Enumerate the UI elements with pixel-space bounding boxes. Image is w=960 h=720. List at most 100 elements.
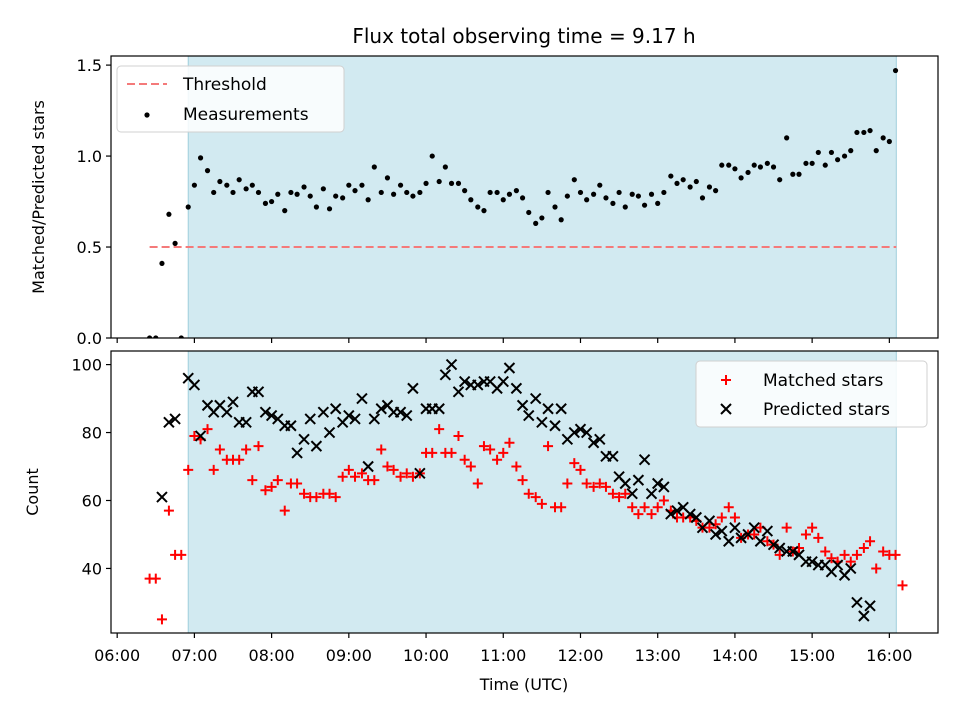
matched-star-point xyxy=(208,464,219,475)
predicted-star-point xyxy=(163,416,175,429)
matched-star-point xyxy=(266,481,277,492)
measurement-point xyxy=(848,148,854,154)
predicted-star-point xyxy=(452,386,465,398)
predicted-star-point xyxy=(773,542,786,554)
predicted-star-point xyxy=(542,403,554,415)
matched-star-point xyxy=(749,529,760,540)
predicted-star-point xyxy=(156,491,168,503)
bottom-y-tick-label: 40 xyxy=(82,559,102,578)
top-marks xyxy=(0,67,899,338)
measurement-point xyxy=(699,195,706,201)
x-tick-label: 10:00 xyxy=(403,646,449,665)
predicted-star-point xyxy=(169,413,181,425)
measurement-point xyxy=(577,189,584,196)
matched-star-point xyxy=(343,464,354,475)
measurement-point xyxy=(224,182,230,188)
measurement-point xyxy=(648,191,655,197)
measurement-point xyxy=(147,335,153,338)
measurement-point xyxy=(526,209,532,216)
measurement-point xyxy=(378,189,384,196)
measurement-point xyxy=(448,180,455,186)
measurement-point xyxy=(423,180,429,186)
measurement-point xyxy=(282,208,288,214)
measurement-point xyxy=(384,175,391,181)
predicted-star-point xyxy=(472,379,484,391)
predicted-star-point xyxy=(439,369,452,381)
measurement-point xyxy=(539,215,545,221)
matched-star-point xyxy=(446,447,457,458)
predicted-star-point xyxy=(227,396,239,408)
measurement-point xyxy=(0,90,3,95)
measurement-point xyxy=(178,335,184,338)
predicted-star-point xyxy=(658,481,670,493)
measurement-point xyxy=(313,204,319,210)
bottom-y-tick-label: 100 xyxy=(71,356,102,375)
x-tick-label: 12:00 xyxy=(557,646,603,665)
measurement-point xyxy=(475,204,481,210)
legend-matched-label: Matched stars xyxy=(763,371,883,391)
matched-star-point xyxy=(543,441,554,452)
predicted-star-point xyxy=(291,447,303,459)
matched-star-point xyxy=(569,458,580,469)
top-panel: 0.0 0.5 1.0 1.5 Threshold Measurements xyxy=(0,55,939,348)
legend-threshold-label: Threshold xyxy=(182,75,267,95)
matched-star-point xyxy=(633,509,644,520)
predicted-star-point xyxy=(716,525,728,537)
measurement-point xyxy=(687,184,693,190)
measurement-point xyxy=(159,260,165,267)
x-tick-label: 06:00 xyxy=(94,646,140,665)
measurement-point xyxy=(346,182,352,188)
matched-star-point xyxy=(600,481,611,492)
matched-star-point xyxy=(272,475,283,486)
bottom-panel: 40 60 80 100 06:00 07:00 08:00 09:00 10:00 11:00 1… xyxy=(71,350,939,665)
measurement-point xyxy=(635,193,641,199)
predicted-star-point xyxy=(709,528,722,541)
matched-star-point xyxy=(536,498,547,509)
measurement-point xyxy=(204,168,211,174)
measurement-point xyxy=(191,182,197,188)
predicted-star-point xyxy=(285,420,297,432)
matched-star-point xyxy=(241,444,252,455)
matched-star-point xyxy=(851,549,862,560)
bottom-axes-frame xyxy=(110,350,939,634)
predicted-star-point xyxy=(445,358,458,371)
measurement-point xyxy=(841,153,848,159)
predicted-star-point xyxy=(375,403,387,415)
predicted-star-point xyxy=(317,406,330,418)
matched-star-point xyxy=(627,502,638,513)
measurement-point xyxy=(622,204,628,210)
measurement-point xyxy=(732,166,738,172)
measurement-point xyxy=(828,149,835,156)
bottom-y-tick-label: 60 xyxy=(82,491,102,510)
measurement-point xyxy=(680,177,686,183)
measurement-point xyxy=(706,184,713,190)
predicted-star-point xyxy=(343,409,355,422)
predicted-star-point xyxy=(748,521,760,534)
matched-star-point xyxy=(163,505,174,516)
measurement-point xyxy=(757,164,763,170)
measurement-point xyxy=(558,217,564,223)
measurement-point xyxy=(784,135,790,141)
measurement-point xyxy=(249,182,255,188)
predicted-star-point xyxy=(349,413,361,425)
matched-star-point xyxy=(878,546,889,557)
measurement-point xyxy=(301,184,307,190)
matched-star-point xyxy=(369,475,380,486)
predicted-star-point xyxy=(665,508,677,520)
legend-matched-swatch xyxy=(721,375,731,385)
matched-star-point xyxy=(607,488,618,499)
measurement-point xyxy=(166,211,172,217)
measurement-point xyxy=(462,188,468,194)
x-tick-label: 09:00 xyxy=(326,646,372,665)
measurement-point xyxy=(892,67,899,74)
matched-star-point xyxy=(556,502,567,513)
predicted-star-point xyxy=(594,433,606,446)
predicted-star-point xyxy=(240,416,252,429)
predicted-star-point xyxy=(864,600,876,612)
matched-star-point xyxy=(376,444,387,455)
matched-star-point xyxy=(350,471,361,482)
matched-star-point xyxy=(156,614,167,625)
measurement-point xyxy=(294,191,300,197)
predicted-star-point xyxy=(806,555,818,568)
